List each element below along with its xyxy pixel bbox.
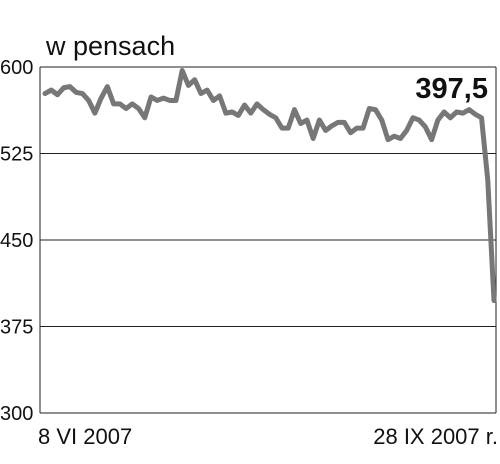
x-tick-label: 8 VI 2007	[38, 424, 132, 449]
y-tick-label: 600	[0, 57, 33, 79]
line	[42, 67, 497, 304]
y-tick-label: 375	[0, 317, 33, 339]
y-tick-label: 525	[0, 144, 33, 166]
x-tick-label: 28 IX 2007 r.	[373, 424, 498, 449]
y-tick-label: 450	[0, 230, 33, 252]
chart-title: w pensach	[45, 31, 175, 61]
value-label: 397,5	[415, 73, 488, 105]
y-tick-label: 300	[0, 403, 33, 425]
